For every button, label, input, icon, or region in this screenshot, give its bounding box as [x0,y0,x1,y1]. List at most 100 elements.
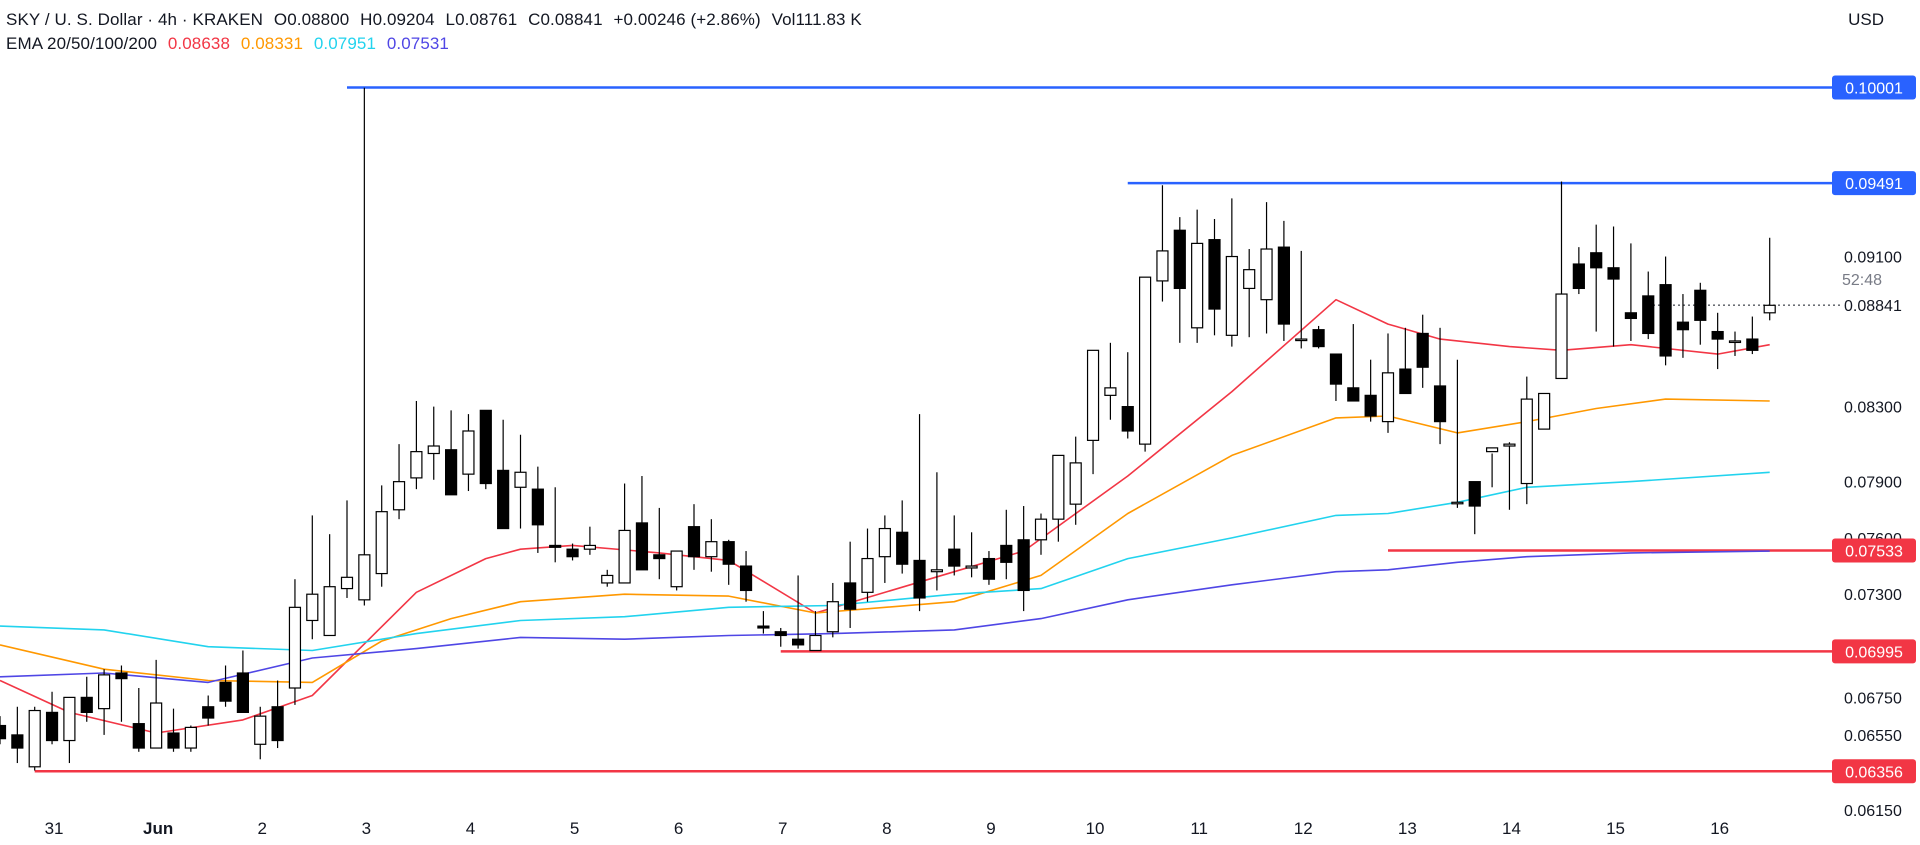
legend-vol-value: 111.83 K [795,10,862,29]
ema-line-2 [0,398,1770,684]
candle [375,485,388,587]
candle-body [1607,267,1620,280]
candle-body [878,527,891,558]
candle-body [1416,332,1429,368]
candle-body [982,557,996,580]
time-axis-tick: 7 [778,819,787,838]
candle [1104,342,1117,420]
candle-body [705,541,718,558]
time-axis-tick: 31 [45,819,64,838]
candle [479,409,492,490]
time-axis-tick: 10 [1086,819,1105,838]
candle [583,526,597,555]
candle [1052,454,1065,542]
candle-body [1000,544,1013,563]
candle-body [1746,338,1759,351]
candle-body [254,715,267,745]
legend-ema-label: EMA 20/50/100/200 [6,34,158,53]
candle-body [11,734,24,749]
time-axis-tick: 15 [1606,819,1625,838]
candle [236,650,249,713]
candle-body [202,706,215,719]
candle-body [844,582,857,610]
currency-selector[interactable]: USD [1848,10,1884,29]
legend-high-value: 0.09204 [372,10,435,29]
time-axis-tick: 5 [570,819,579,838]
candle-body [757,625,770,629]
candle-body [739,565,753,592]
candle-body [392,481,406,511]
candle [566,543,579,561]
candle [184,725,197,752]
candle [1485,447,1499,488]
time-axis[interactable]: 31 Jun 2 3 4 5 6 7 8 9 10 11 12 13 14 15 16 [45,819,1730,838]
time-axis-tick: 16 [1710,819,1729,838]
candle-body [1364,394,1377,417]
candle-body [965,565,978,569]
candle [323,534,336,637]
candle [601,569,614,587]
candle [948,515,961,576]
legend-ema-row: EMA 20/50/100/200 0.08638 0.08331 0.0795… [6,34,449,54]
horizontal-levels [34,86,1860,773]
candle [97,669,111,735]
candle [271,680,284,749]
price-tag-label: 0.06995 [1845,644,1903,661]
price-tag-label: 0.09491 [1845,176,1903,193]
candle-body [1052,454,1065,520]
candle [167,708,180,752]
candle-body [1295,338,1308,342]
candle [1659,256,1672,366]
candle [1433,327,1447,445]
candle-body [340,576,354,590]
price-tag-0.06995 [1832,639,1916,664]
candles [0,87,1776,771]
candle [1017,506,1030,612]
candle [1034,513,1048,555]
candle-body [1260,248,1273,301]
candle-body [1555,293,1568,380]
candle-body [1711,330,1724,340]
candle [11,706,24,764]
legend-close-value: 0.08841 [540,10,603,29]
candle [427,406,440,480]
time-axis-tick: 9 [986,819,995,838]
candle-body [28,709,41,768]
legend-ema50-value: 0.08331 [240,34,304,53]
candle [497,419,510,530]
candle [1191,209,1204,343]
candle [1694,282,1707,345]
time-axis-tick: 13 [1398,819,1417,838]
ema-line-1 [0,298,1770,734]
price-tag-0.10001 [1832,75,1916,100]
candle [1364,359,1377,422]
price-axis[interactable]: 0.10001 0.09491 0.09100 0.08841 0.08300 0.079… [1832,75,1916,820]
candle-body [670,550,683,588]
candle [896,500,909,574]
candle-body [97,674,111,710]
legend-open-value: 0.08800 [287,10,350,29]
candle [1312,325,1325,349]
legend-low-label: L [445,10,456,29]
candle-body [1034,518,1048,541]
time-axis-tick: 12 [1294,819,1313,838]
candle-body [861,557,874,593]
price-axis-tick: 0.06750 [1844,690,1902,707]
legend-ema20-value: 0.08638 [167,34,231,53]
price-axis-tick: 0.06150 [1844,803,1902,820]
candle [739,551,753,602]
candle [28,706,41,771]
candle-body [1676,321,1690,331]
candle [861,528,874,602]
candle-body [63,696,76,742]
candle-body [826,601,839,633]
candle [1399,327,1412,395]
candle [878,515,891,583]
candle-body [1312,329,1325,348]
candle-body [1694,289,1707,321]
candle-body [722,541,735,565]
legend-vol-label: Vol [771,10,796,29]
candle-body [1138,276,1152,445]
legend-close-label: C [528,10,541,29]
